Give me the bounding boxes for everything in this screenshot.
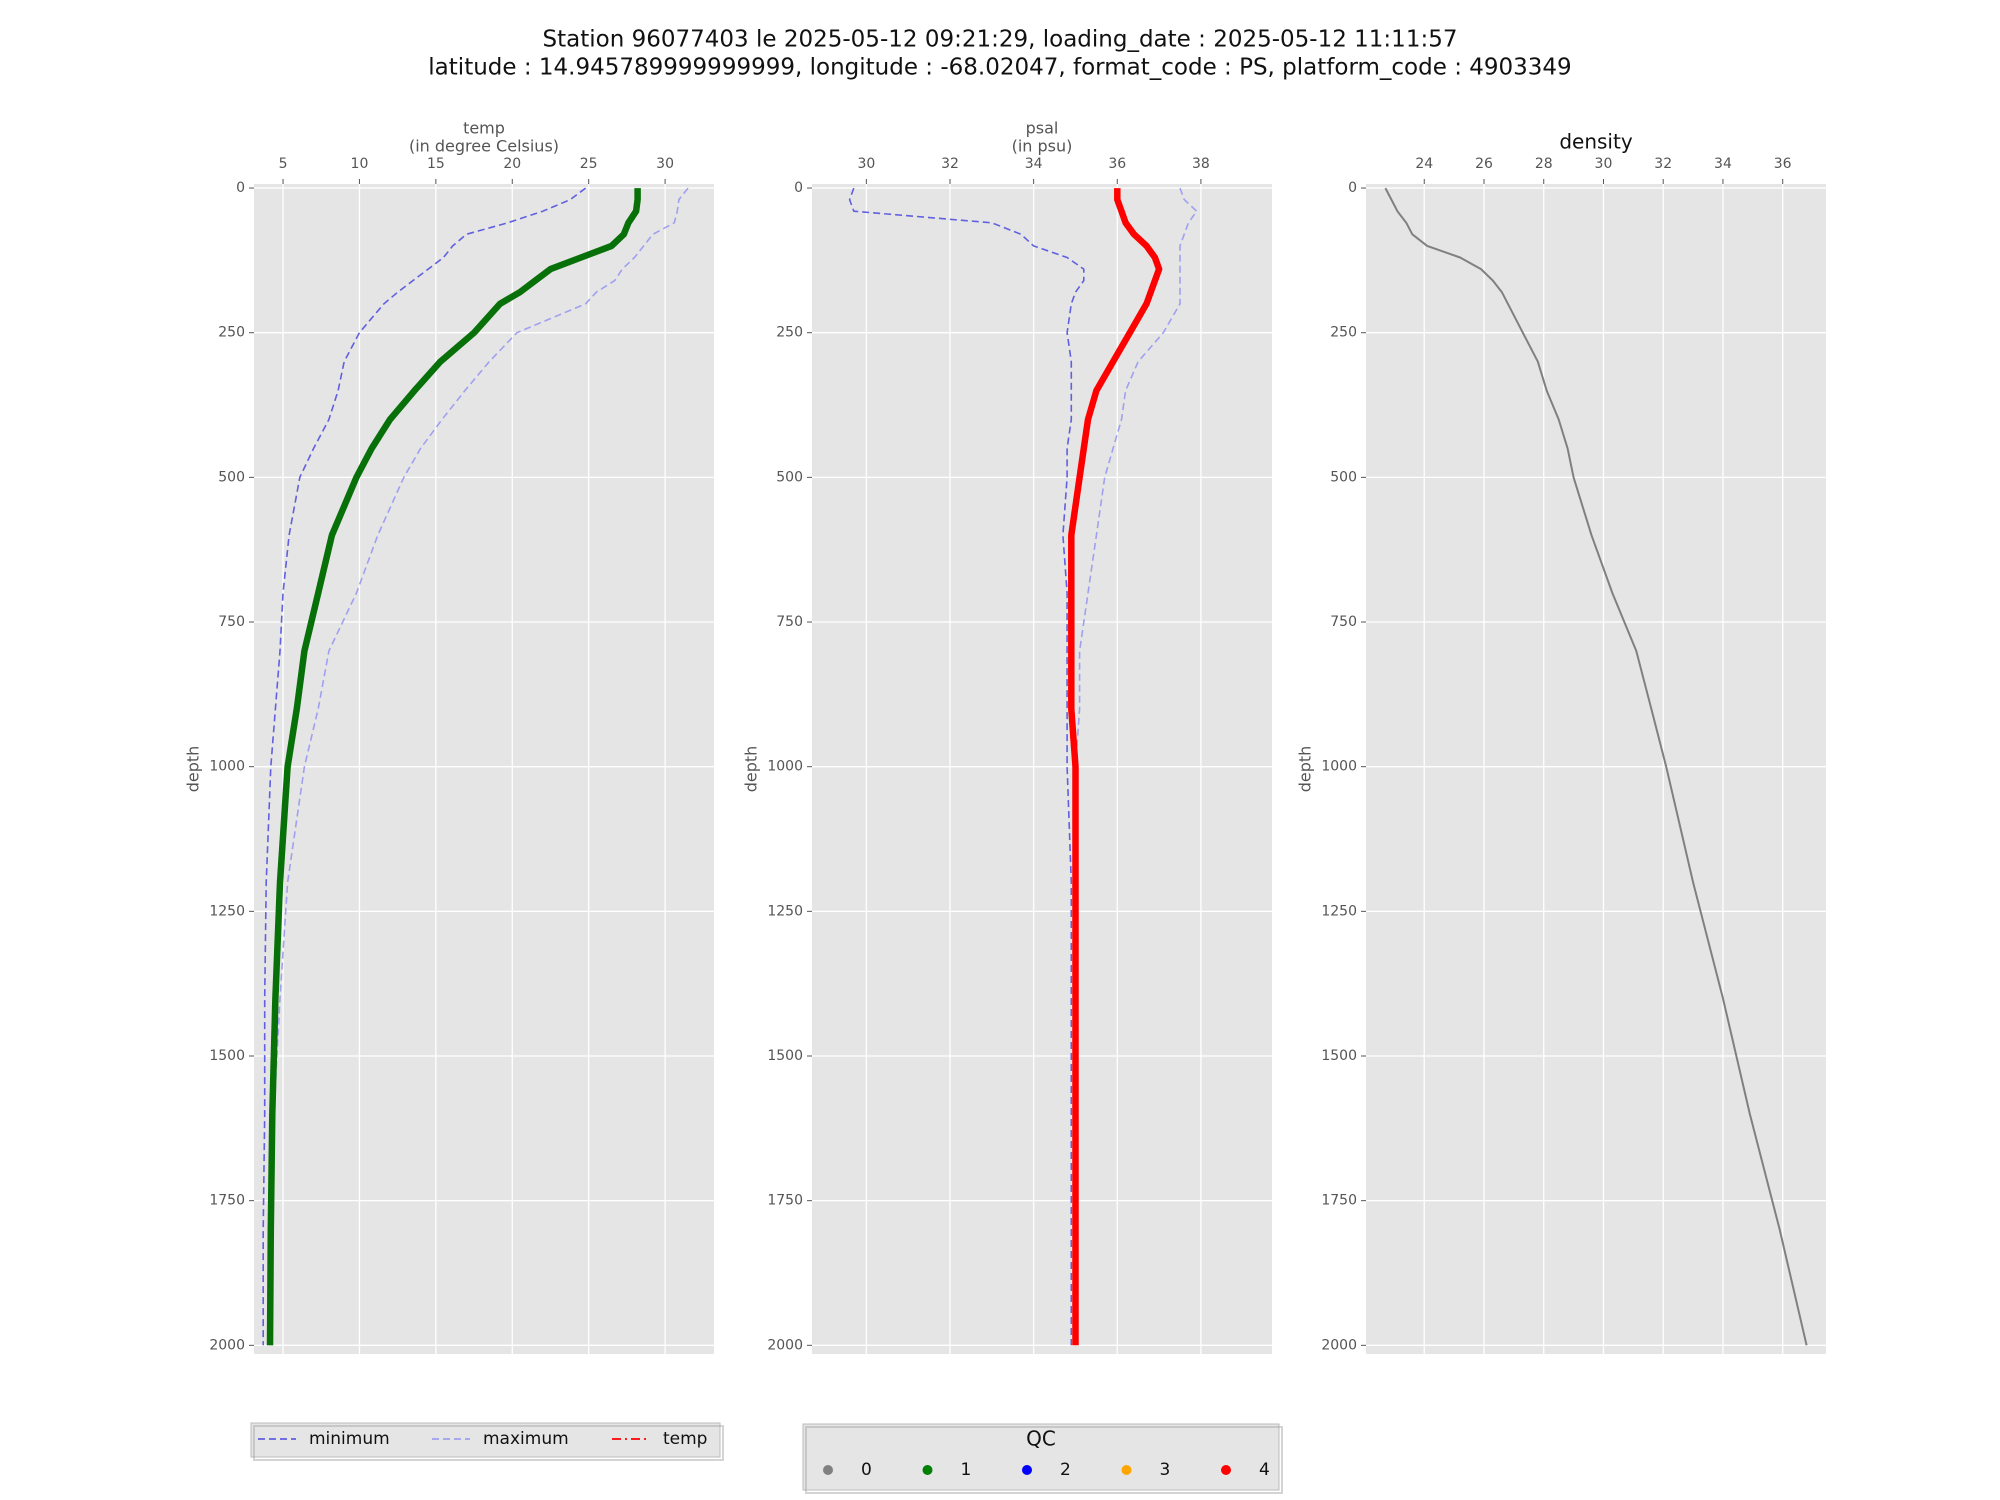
qc-legend-marker — [823, 1465, 833, 1475]
qc-legend-box — [802, 1423, 1280, 1491]
y-tick-label: 1250 — [209, 903, 245, 919]
profile-line — [1068, 188, 1163, 1346]
legend-shadow — [253, 1425, 724, 1461]
y-axis-label: depth — [184, 746, 203, 793]
profile-line — [268, 187, 689, 1346]
x-axis-label: temp — [463, 119, 505, 138]
qc-legend-marker — [1121, 1465, 1132, 1475]
qc-legend-label: 1 — [961, 1460, 972, 1480]
x-tick-label: 24 — [1415, 156, 1433, 172]
y-tick-label: 500 — [776, 469, 803, 485]
y-tick-label: 0 — [1348, 180, 1357, 196]
y-tick-label: 1000 — [1321, 759, 1357, 775]
y-tick-label: 500 — [1330, 469, 1357, 485]
x-tick-label: 5 — [279, 156, 288, 172]
y-tick-label: 1250 — [767, 903, 803, 919]
qc-legend-marker — [1221, 1465, 1231, 1475]
x-tick-label: 34 — [1714, 156, 1732, 172]
chart-title: Station 96077403 le 2025-05-12 09:21:29,… — [543, 27, 1458, 53]
plot-area — [254, 184, 714, 1354]
y-tick-label: 1750 — [209, 1193, 245, 1209]
profile-line — [1384, 187, 1808, 1346]
y-tick-label: 1250 — [1321, 903, 1357, 919]
y-axis-label: depth — [1296, 746, 1315, 793]
y-tick-label: 0 — [794, 180, 803, 196]
profile-line — [266, 188, 641, 1346]
y-tick-label: 500 — [218, 469, 245, 485]
x-tick-label: 30 — [857, 156, 875, 172]
y-tick-label: 1000 — [767, 759, 803, 775]
profile-line — [262, 187, 587, 1346]
qc-legend-title: QC — [1026, 1427, 1056, 1451]
x-tick-label: 15 — [427, 156, 445, 172]
qc-legend-label: 2 — [1060, 1460, 1071, 1480]
qc-legend-label: 0 — [861, 1460, 872, 1480]
qc-legend-marker — [922, 1465, 933, 1475]
x-tick-label: 10 — [351, 156, 369, 172]
qc-legend-marker — [1022, 1465, 1032, 1475]
x-axis-label: (in psu) — [1012, 137, 1073, 156]
x-tick-label: 36 — [1108, 156, 1126, 172]
y-tick-label: 750 — [218, 614, 245, 630]
y-tick-label: 250 — [218, 325, 245, 341]
x-tick-label: 26 — [1475, 156, 1493, 172]
y-tick-label: 1500 — [767, 1048, 803, 1064]
plot-area — [812, 184, 1272, 1354]
legend-label: temp — [663, 1429, 707, 1449]
x-tick-label: 32 — [941, 156, 959, 172]
x-tick-label: 38 — [1192, 156, 1210, 172]
legend-label: minimum — [309, 1429, 390, 1449]
y-tick-label: 750 — [776, 614, 803, 630]
y-tick-label: 1500 — [1321, 1048, 1357, 1064]
x-tick-label: 25 — [580, 156, 598, 172]
y-tick-label: 2000 — [767, 1337, 803, 1353]
plot-area — [1366, 184, 1826, 1354]
y-tick-label: 750 — [1330, 614, 1357, 630]
y-tick-label: 1000 — [209, 759, 245, 775]
x-axis-label: (in degree Celsius) — [409, 137, 559, 156]
x-tick-label: 28 — [1535, 156, 1553, 172]
x-axis-label: psal — [1026, 119, 1059, 138]
y-tick-label: 2000 — [209, 1337, 245, 1353]
qc-legend-shadow — [805, 1426, 1283, 1494]
y-tick-label: 0 — [236, 180, 245, 196]
x-tick-label: 30 — [656, 156, 674, 172]
panel-title: density — [1559, 130, 1632, 154]
x-tick-label: 32 — [1654, 156, 1672, 172]
chart-subtitle: latitude : 14.945789999999999, longitude… — [428, 55, 1571, 81]
legend-label: maximum — [483, 1429, 569, 1449]
legend-box — [250, 1422, 721, 1458]
x-tick-label: 20 — [503, 156, 521, 172]
y-tick-label: 250 — [776, 325, 803, 341]
x-tick-label: 34 — [1025, 156, 1043, 172]
y-tick-label: 2000 — [1321, 1337, 1357, 1353]
y-axis-label: depth — [742, 746, 761, 793]
y-tick-label: 1500 — [209, 1048, 245, 1064]
x-tick-label: 36 — [1774, 156, 1792, 172]
profile-line — [848, 187, 1085, 1346]
y-tick-label: 1750 — [767, 1193, 803, 1209]
y-tick-label: 250 — [1330, 325, 1357, 341]
qc-legend-label: 4 — [1259, 1460, 1270, 1480]
qc-legend-label: 3 — [1160, 1460, 1171, 1480]
x-tick-label: 30 — [1595, 156, 1613, 172]
y-tick-label: 1750 — [1321, 1193, 1357, 1209]
